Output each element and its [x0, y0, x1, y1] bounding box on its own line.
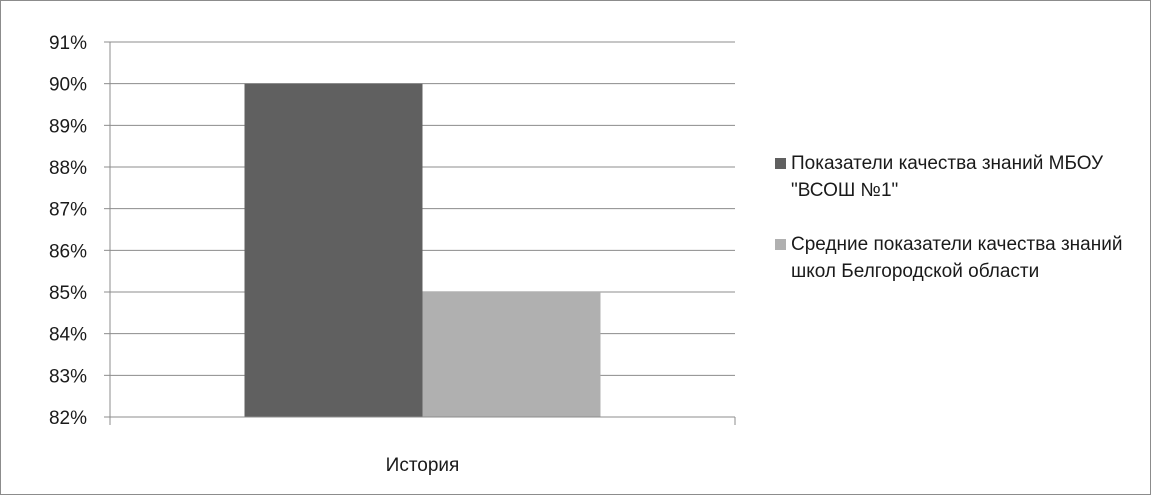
axes — [104, 41, 736, 425]
legend-swatch — [775, 158, 786, 169]
y-tick-label: 91% — [49, 33, 87, 54]
y-tick-label: 85% — [49, 283, 87, 304]
y-tick-label: 83% — [49, 366, 87, 387]
y-tick-label: 84% — [49, 325, 87, 346]
y-tick-label: 87% — [49, 200, 87, 221]
y-tick-label: 82% — [49, 408, 87, 429]
y-tick-label: 86% — [49, 241, 87, 262]
bars — [244, 83, 601, 418]
y-tick-label: 89% — [49, 116, 87, 137]
legend-item-series-2: Средние показатели качества знаний школ … — [775, 231, 1145, 285]
tick-labels: 82% 83% 84% 85% 86% 87% 88% 89% 90% 91% История — [49, 33, 459, 476]
bar-series-1 — [244, 83, 423, 418]
legend-label: Средние показатели качества знаний школ … — [791, 234, 1123, 282]
y-tick-label: 88% — [49, 158, 87, 179]
x-tick-label: История — [386, 455, 460, 476]
legend: Показатели качества знаний МБОУ "ВСОШ №1… — [775, 150, 1145, 312]
legend-item-series-1: Показатели качества знаний МБОУ "ВСОШ №1… — [775, 150, 1145, 204]
bar-series-2 — [422, 292, 601, 417]
y-tick-label: 90% — [49, 75, 87, 96]
legend-label: Показатели качества знаний МБОУ "ВСОШ №1… — [791, 153, 1104, 201]
legend-swatch — [775, 239, 786, 250]
